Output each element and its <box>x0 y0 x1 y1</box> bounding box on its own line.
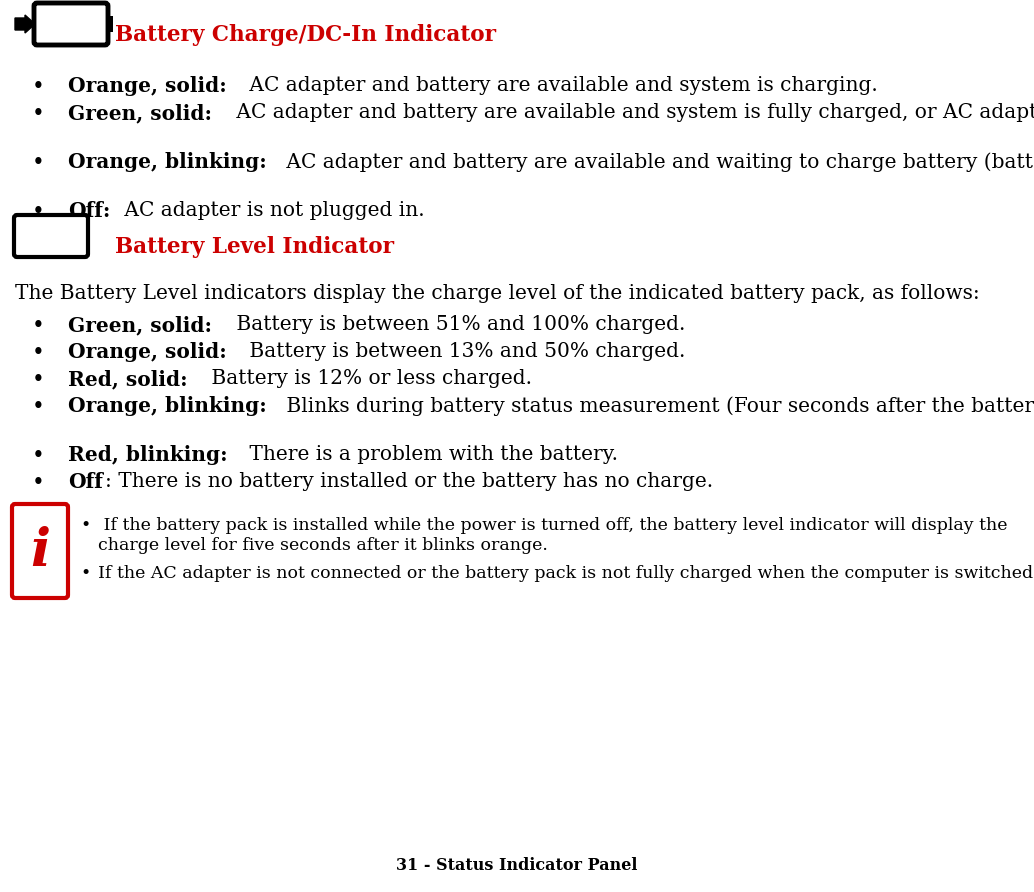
Text: •: • <box>32 76 44 98</box>
FancyBboxPatch shape <box>34 3 108 45</box>
Text: Orange, blinking:: Orange, blinking: <box>68 396 267 416</box>
Text: The Battery Level indicators display the charge level of the indicated battery p: The Battery Level indicators display the… <box>16 284 980 303</box>
Text: Red, blinking:: Red, blinking: <box>68 445 227 465</box>
Text: 31 - Status Indicator Panel: 31 - Status Indicator Panel <box>396 857 638 874</box>
Text: Battery is 12% or less charged.: Battery is 12% or less charged. <box>206 369 533 388</box>
Text: Battery is between 13% and 50% charged.: Battery is between 13% and 50% charged. <box>243 342 686 361</box>
Text: •: • <box>32 152 44 174</box>
FancyArrow shape <box>16 15 35 33</box>
Bar <box>107 16 113 32</box>
Text: Orange, solid:: Orange, solid: <box>68 342 226 362</box>
Text: Orange, solid:: Orange, solid: <box>68 76 226 96</box>
Text: Off:: Off: <box>68 201 111 221</box>
Text: Battery Charge/DC-In Indicator: Battery Charge/DC-In Indicator <box>115 24 496 46</box>
Text: AC adapter and battery are available and system is charging.: AC adapter and battery are available and… <box>243 76 878 95</box>
Text: AC adapter and battery are available and waiting to charge battery (battery is o: AC adapter and battery are available and… <box>280 152 1034 171</box>
Text: AC adapter and battery are available and system is fully charged, or AC adapter : AC adapter and battery are available and… <box>231 103 1034 122</box>
Text: Off: Off <box>68 472 102 492</box>
Text: i: i <box>30 525 50 576</box>
Text: If the AC adapter is not connected or the battery pack is not fully charged when: If the AC adapter is not connected or th… <box>98 565 1034 582</box>
Text: There is a problem with the battery.: There is a problem with the battery. <box>243 445 617 464</box>
Text: Orange, blinking:: Orange, blinking: <box>68 152 267 172</box>
Text: •: • <box>32 201 44 223</box>
FancyBboxPatch shape <box>12 504 68 598</box>
Text: Battery Level Indicator: Battery Level Indicator <box>115 236 394 258</box>
Text: Battery is between 51% and 100% charged.: Battery is between 51% and 100% charged. <box>231 315 686 334</box>
Text: •: • <box>32 445 44 467</box>
Text: •: • <box>32 472 44 494</box>
Text: •: • <box>32 103 44 125</box>
Text: Red, solid:: Red, solid: <box>68 369 187 389</box>
Text: Green, solid:: Green, solid: <box>68 315 212 335</box>
Text: •: • <box>32 342 44 364</box>
Text: •: • <box>32 396 44 418</box>
Text: •: • <box>80 565 90 582</box>
Text: If the battery pack is installed while the power is turned off, the battery leve: If the battery pack is installed while t… <box>98 517 1007 554</box>
Text: •: • <box>80 517 90 534</box>
Text: •: • <box>32 369 44 391</box>
Text: : There is no battery installed or the battery has no charge.: : There is no battery installed or the b… <box>105 472 713 491</box>
Text: •: • <box>32 315 44 337</box>
Text: Green, solid:: Green, solid: <box>68 103 212 123</box>
FancyBboxPatch shape <box>14 215 88 257</box>
Text: Blinks during battery status measurement (Four seconds after the battery is inst: Blinks during battery status measurement… <box>280 396 1034 416</box>
Text: AC adapter is not plugged in.: AC adapter is not plugged in. <box>118 201 425 220</box>
